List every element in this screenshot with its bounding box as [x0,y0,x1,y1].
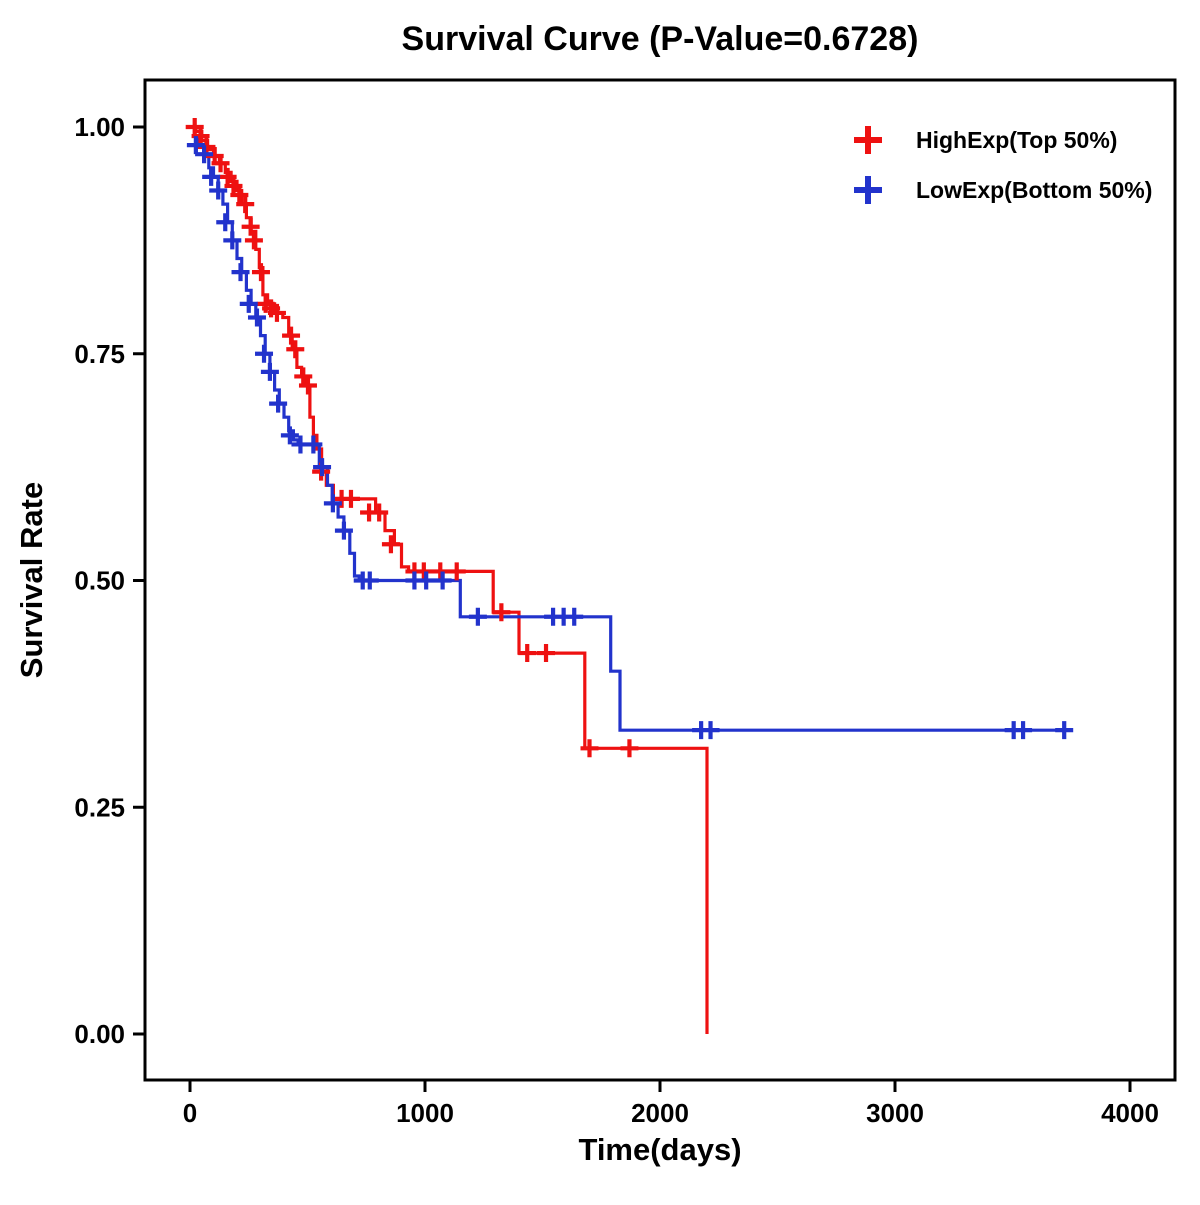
survival-curves [190,125,1065,1034]
axis-ticks: 0 1000 2000 3000 4000 0.00 0.25 0.50 0.75 1.00 [74,112,1159,1128]
legend-glyph-0 [854,126,882,154]
y-axis-label: Survival Rate [14,482,49,678]
x-tick-label: 1000 [396,1098,454,1128]
legend-glyph-1 [854,176,882,204]
censor-marks-1 [186,136,1074,740]
censor-marks [185,118,1074,758]
chart-title: Survival Curve (P-Value=0.6728) [402,20,919,58]
legend: HighExp(Top 50%) LowExp(Bottom 50%) [854,126,1152,204]
y-tick-label: 0.00 [74,1019,125,1049]
x-tick-label: 2000 [631,1098,689,1128]
legend-label-1: LowExp(Bottom 50%) [916,177,1152,203]
x-tick-label: 3000 [866,1098,924,1128]
censor-marks-0 [185,118,639,758]
x-tick-label: 0 [183,1098,197,1128]
x-axis-label: Time(days) [578,1132,741,1167]
y-tick-label: 0.25 [74,792,125,822]
plot-frame [143,78,1177,1082]
x-tick-label: 4000 [1101,1098,1159,1128]
y-tick-label: 1.00 [74,112,125,142]
y-tick-label: 0.50 [74,566,125,596]
survival-curve-1 [190,125,1065,732]
y-tick-label: 0.75 [74,339,125,369]
legend-label-0: HighExp(Top 50%) [916,127,1117,153]
